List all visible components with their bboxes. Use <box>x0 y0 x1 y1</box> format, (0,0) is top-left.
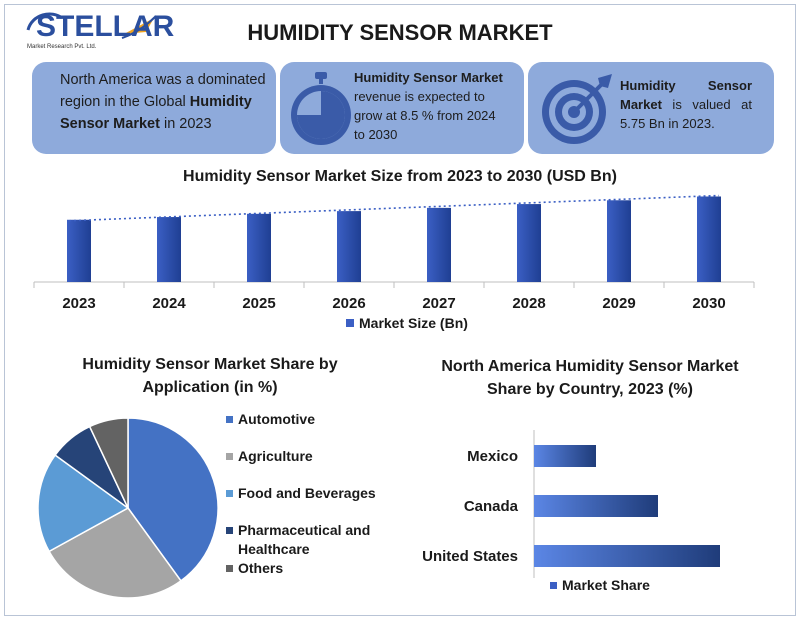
legend-label: Agriculture <box>238 448 313 464</box>
x-tick-label: 2030 <box>692 295 725 312</box>
logo-swoosh-icon <box>26 12 157 39</box>
logo-subtitle: Market Research Pvt. Ltd. <box>27 44 97 50</box>
legend-label: Market Share <box>562 577 650 593</box>
x-tick-label: 2024 <box>152 295 186 312</box>
stopwatch-icon <box>291 72 351 145</box>
legend-label: Automotive <box>238 411 315 427</box>
y-tick-label: Canada <box>464 498 519 515</box>
pie-chart-title: Humidity Sensor Market Share by Applicat… <box>82 356 338 396</box>
y-tick-label: Mexico <box>467 448 518 465</box>
pie-slice-food-and-beverages <box>37 454 130 553</box>
info-card-value: Humidity Sensor Market is valued at 5.75… <box>528 62 774 154</box>
x-tick-label: 2026 <box>332 295 365 312</box>
bar-2025 <box>247 213 271 282</box>
legend-swatch <box>226 416 233 423</box>
country-share-bar-chart: Mexico Canada United States Market Share <box>422 430 720 593</box>
x-tick-label: 2029 <box>602 295 635 312</box>
target-icon <box>542 74 612 144</box>
market-size-bar-chart: 2023 2024 2025 2026 2027 2028 2029 2030 Market S… <box>33 194 755 331</box>
x-tick-label: 2028 <box>512 295 545 312</box>
bar-mexico <box>534 445 596 467</box>
bar-united-states <box>534 545 720 567</box>
pie-slice-automotive <box>127 417 219 582</box>
legend-label: Pharmaceutical and Healthcare <box>238 522 371 557</box>
country-chart-title: North America Humidity Sensor Market Sha… <box>441 358 739 398</box>
pie-slice-others <box>88 417 129 509</box>
bar-chart-title: Humidity Sensor Market Size from 2023 to… <box>183 168 617 185</box>
bar-2027 <box>427 207 451 282</box>
pie-legend-item: Food and Beverages <box>226 484 396 503</box>
card-text: North America was a dominated region in … <box>60 72 266 132</box>
legend-swatch <box>226 490 233 497</box>
pie-slice-agriculture <box>48 507 182 599</box>
card-text: Humidity Sensor Market revenue is expect… <box>354 70 503 142</box>
legend-label: Market Size (Bn) <box>359 315 468 331</box>
bar-2023 <box>67 219 91 282</box>
pie-legend-item: Automotive <box>226 410 396 429</box>
pie-legend-item: Pharmaceutical and Healthcare <box>226 521 396 559</box>
bar-2029 <box>607 200 631 282</box>
pie-legend-item: Agriculture <box>226 447 396 466</box>
info-card-region: North America was a dominated region in … <box>32 62 276 154</box>
application-share-pie-chart <box>37 417 219 599</box>
legend-swatch <box>226 527 233 534</box>
page-title: HUMIDITY SENSOR MARKET <box>247 20 553 45</box>
bar-2026 <box>337 211 361 282</box>
legend-label: Food and Beverages <box>238 485 376 501</box>
logo-name: STELLAR <box>36 10 175 43</box>
y-tick-label: United States <box>422 548 518 565</box>
trendline <box>68 194 720 222</box>
legend-swatch <box>226 453 233 460</box>
bar-2024 <box>157 217 181 282</box>
x-tick-label: 2025 <box>242 295 275 312</box>
infographic-frame <box>4 4 796 616</box>
card-text: Humidity Sensor Market is valued at 5.75… <box>620 78 752 131</box>
pie-legend-item: Others <box>226 559 396 578</box>
legend-label: Others <box>238 560 284 576</box>
bar-canada <box>534 495 658 517</box>
info-card-growth: Humidity Sensor Market revenue is expect… <box>280 62 524 154</box>
legend-swatch <box>346 319 354 327</box>
x-tick-label: 2023 <box>62 295 95 312</box>
bar-2030 <box>697 196 721 282</box>
x-tick-label: 2027 <box>422 295 455 312</box>
pie-legend: Automotive Agriculture Food and Beverages P… <box>226 410 396 596</box>
legend-swatch <box>550 582 557 589</box>
company-logo: STELLAR Market Research Pvt. Ltd. <box>22 8 174 56</box>
bar-2028 <box>517 204 541 282</box>
legend-swatch <box>226 565 233 572</box>
